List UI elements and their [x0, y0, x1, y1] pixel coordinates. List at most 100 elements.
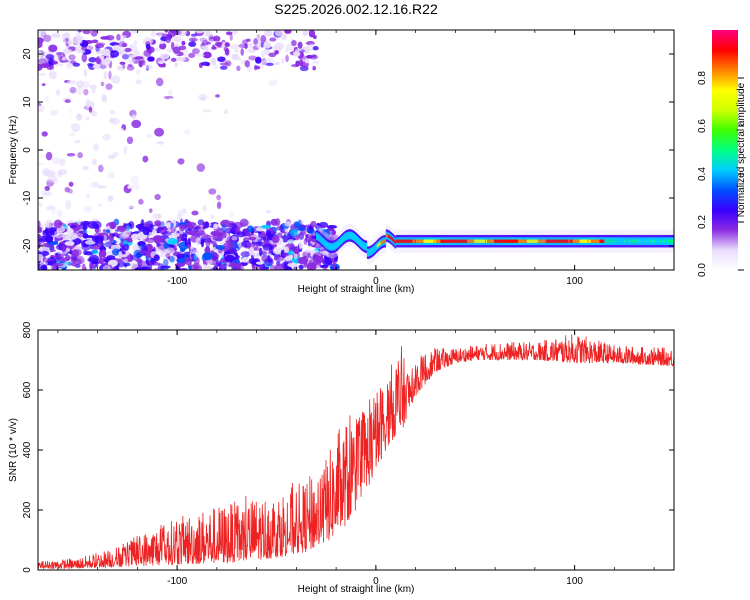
signal-core [645, 239, 647, 243]
colorbar-ticks: 0.0 0.2 0.4 0.6 0.8 [697, 71, 744, 277]
haze-blob [126, 136, 134, 145]
signal-core [434, 239, 436, 243]
noise-blob [307, 240, 311, 247]
signal-core [486, 239, 488, 243]
noise-blob [127, 254, 133, 262]
colorbar-tick-label: 0.6 [697, 119, 708, 133]
noise-blob [54, 230, 64, 239]
top-noise-blob [219, 65, 228, 70]
noise-blob [251, 266, 260, 270]
noise-blob [185, 221, 197, 228]
noise-blob [220, 264, 227, 270]
haze-blob [69, 86, 77, 94]
top-noise-blob [224, 60, 232, 67]
haze-blob [98, 203, 102, 207]
signal-core [539, 239, 542, 243]
top-noise-blob [224, 42, 230, 47]
signal-core [656, 239, 658, 243]
signal-core [318, 235, 320, 240]
noise-blob [299, 241, 303, 249]
top-noise-blob [38, 58, 48, 65]
signal-core [477, 239, 479, 243]
haze-blob [85, 193, 91, 199]
signal-core [551, 239, 554, 243]
noise-blob [153, 225, 158, 230]
haze-blob [123, 145, 127, 155]
haze-blob [45, 205, 56, 211]
signal-core [648, 239, 650, 243]
signal-core [660, 239, 662, 243]
haze-blob [65, 200, 72, 210]
signal-core [381, 240, 384, 244]
haze-blob [75, 86, 85, 95]
noise-blob [59, 257, 70, 262]
signal-core [637, 239, 639, 243]
signal-core [538, 239, 541, 243]
signal-core [377, 243, 380, 247]
haze-blob [77, 152, 83, 159]
top-noise-blob [87, 63, 93, 67]
signal-core [423, 239, 425, 243]
noise-blob [109, 221, 117, 230]
signal-core [344, 235, 346, 240]
top-noise-blob [68, 54, 76, 61]
noise-blob [95, 263, 99, 267]
top-noise-blob [92, 64, 102, 70]
signal-core [487, 239, 489, 243]
signal-core [665, 239, 667, 243]
signal-core [483, 239, 485, 243]
noise-blob [44, 235, 54, 243]
colorbar-gradient [712, 30, 738, 270]
haze-blob [168, 89, 173, 96]
signal-core [448, 239, 450, 243]
haze-blob [89, 84, 98, 90]
haze-blob [196, 163, 206, 172]
snr-panel: -100 0 100 0 200 400 600 800 Height of straigh… [8, 321, 675, 595]
top-noise-blob [154, 47, 161, 52]
haze-blob [85, 180, 92, 190]
signal-core [352, 234, 354, 238]
noise-blob [260, 225, 272, 229]
signal-core [340, 239, 342, 243]
signal-core [630, 239, 632, 243]
noise-blob [262, 236, 266, 241]
noise-blob [248, 247, 255, 256]
signal-core [402, 239, 405, 243]
top-noise-blob [200, 61, 211, 66]
haze-blob [215, 94, 221, 98]
signal-core [533, 239, 536, 243]
top-noise-blob [122, 63, 126, 69]
top-noise-blob [290, 64, 300, 68]
top-noise-blob [284, 30, 292, 34]
top-noise-blob [304, 58, 310, 64]
signal-core [369, 250, 372, 254]
haze-blob [189, 113, 195, 120]
top-noise-blob [312, 60, 320, 65]
signal-core [672, 239, 674, 243]
signal-core [394, 240, 397, 244]
signal-core [389, 235, 392, 240]
haze-blob [265, 209, 272, 214]
signal-core [606, 239, 608, 243]
noise-blob [240, 251, 251, 258]
signal-core [633, 239, 635, 243]
signal-core [414, 239, 416, 243]
x-tick-label: 100 [566, 276, 583, 287]
signal-core [420, 239, 422, 243]
signal-core [658, 239, 660, 243]
signal-core [400, 239, 403, 243]
x-tick-label: 0 [373, 276, 379, 287]
signal-core [471, 239, 473, 243]
haze-blob [128, 205, 137, 209]
noise-blob [197, 219, 205, 226]
top-noise-blob [126, 65, 135, 71]
noise-blob [322, 229, 331, 238]
signal-core [335, 244, 337, 248]
signal-core [355, 236, 357, 240]
signal-core [668, 239, 670, 243]
haze-blob [263, 48, 270, 56]
noise-blob [140, 219, 145, 227]
signal-core [466, 239, 468, 243]
signal-core [667, 239, 669, 243]
noise-blob [199, 236, 206, 244]
